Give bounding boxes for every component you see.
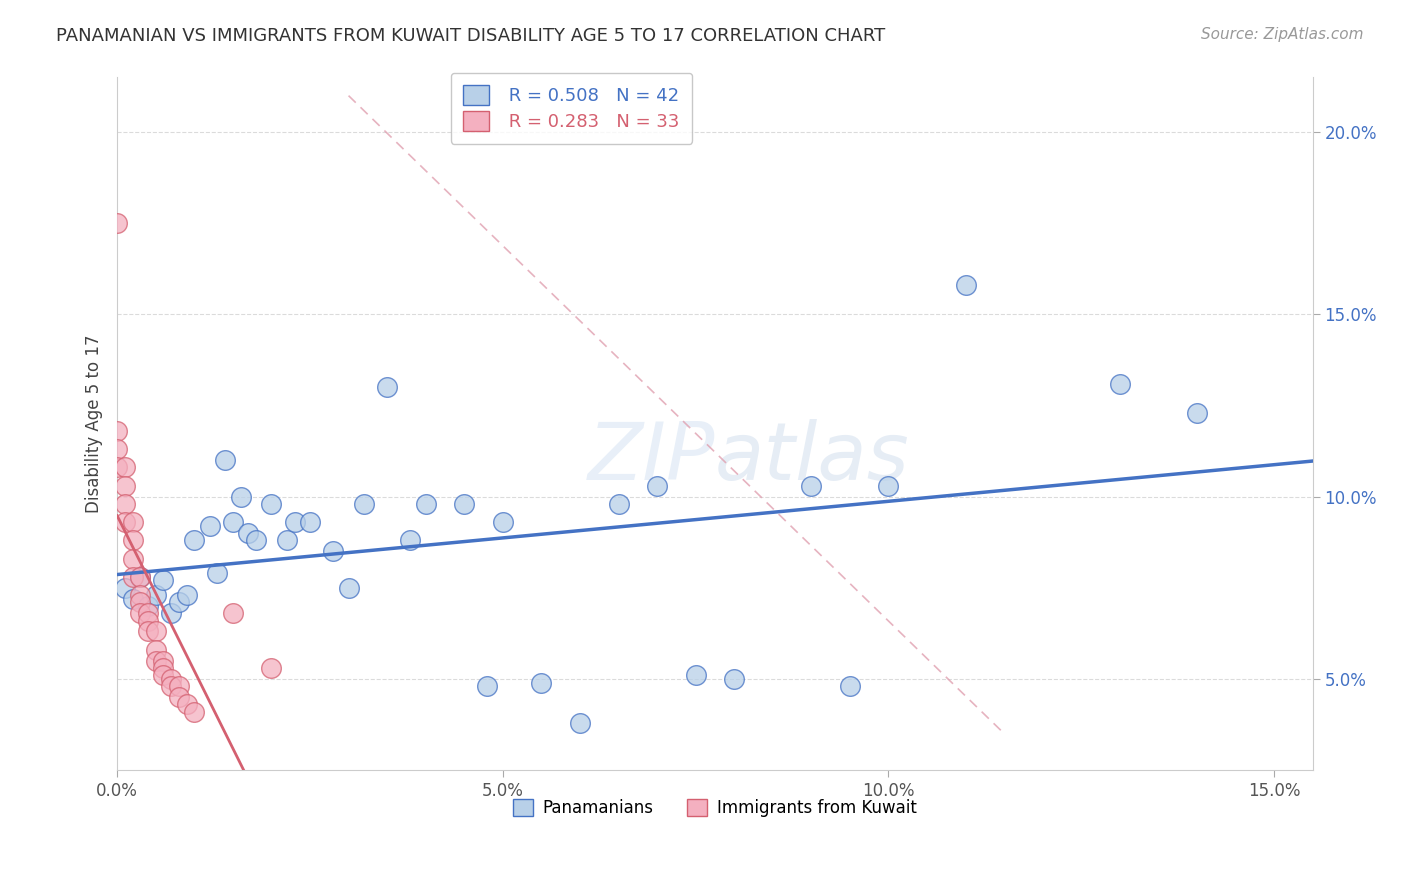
Point — [152, 654, 174, 668]
Point — [176, 698, 198, 712]
Point — [145, 642, 167, 657]
Y-axis label: Disability Age 5 to 17: Disability Age 5 to 17 — [86, 334, 103, 513]
Point — [214, 453, 236, 467]
Text: PANAMANIAN VS IMMIGRANTS FROM KUWAIT DISABILITY AGE 5 TO 17 CORRELATION CHART: PANAMANIAN VS IMMIGRANTS FROM KUWAIT DIS… — [56, 27, 886, 45]
Point — [877, 478, 900, 492]
Point — [105, 460, 128, 475]
Point — [353, 497, 375, 511]
Point — [121, 551, 143, 566]
Point — [114, 478, 136, 492]
Text: atlas: atlas — [714, 419, 910, 498]
Legend: Panamanians, Immigrants from Kuwait: Panamanians, Immigrants from Kuwait — [506, 792, 924, 824]
Point — [152, 668, 174, 682]
Point — [245, 533, 267, 548]
Point — [105, 216, 128, 230]
Point — [723, 672, 745, 686]
Point — [105, 424, 128, 438]
Point — [121, 515, 143, 529]
Point — [337, 581, 360, 595]
Point — [453, 497, 475, 511]
Point — [375, 380, 398, 394]
Point — [121, 591, 143, 606]
Point — [114, 460, 136, 475]
Point — [129, 570, 152, 584]
Point — [477, 679, 499, 693]
Point — [114, 515, 136, 529]
Point — [114, 581, 136, 595]
Point — [136, 624, 159, 639]
Point — [145, 654, 167, 668]
Point — [136, 599, 159, 613]
Point — [260, 661, 283, 675]
Point — [645, 478, 668, 492]
Point — [167, 679, 190, 693]
Point — [607, 497, 630, 511]
Point — [322, 544, 344, 558]
Point — [129, 607, 152, 621]
Point — [183, 705, 205, 719]
Point — [298, 515, 321, 529]
Point — [167, 690, 190, 704]
Point — [114, 497, 136, 511]
Point — [129, 588, 152, 602]
Point — [121, 570, 143, 584]
Point — [415, 497, 437, 511]
Point — [160, 672, 183, 686]
Point — [492, 515, 515, 529]
Point — [152, 661, 174, 675]
Point — [136, 607, 159, 621]
Point — [145, 588, 167, 602]
Point — [399, 533, 422, 548]
Point — [238, 526, 260, 541]
Point — [160, 607, 183, 621]
Point — [530, 675, 553, 690]
Point — [229, 490, 252, 504]
Point — [145, 624, 167, 639]
Point — [121, 533, 143, 548]
Point — [568, 715, 591, 730]
Point — [129, 595, 152, 609]
Point — [183, 533, 205, 548]
Point — [955, 278, 977, 293]
Point — [198, 518, 221, 533]
Text: ZIP: ZIP — [588, 419, 714, 498]
Point — [838, 679, 860, 693]
Point — [152, 574, 174, 588]
Point — [222, 607, 245, 621]
Point — [136, 614, 159, 628]
Point — [160, 679, 183, 693]
Point — [1185, 406, 1208, 420]
Point — [685, 668, 707, 682]
Point — [207, 566, 229, 581]
Point — [167, 595, 190, 609]
Point — [284, 515, 307, 529]
Point — [105, 442, 128, 457]
Point — [260, 497, 283, 511]
Point — [129, 570, 152, 584]
Point — [276, 533, 298, 548]
Point — [1108, 376, 1130, 391]
Point — [800, 478, 823, 492]
Point — [222, 515, 245, 529]
Point — [176, 588, 198, 602]
Text: Source: ZipAtlas.com: Source: ZipAtlas.com — [1201, 27, 1364, 42]
